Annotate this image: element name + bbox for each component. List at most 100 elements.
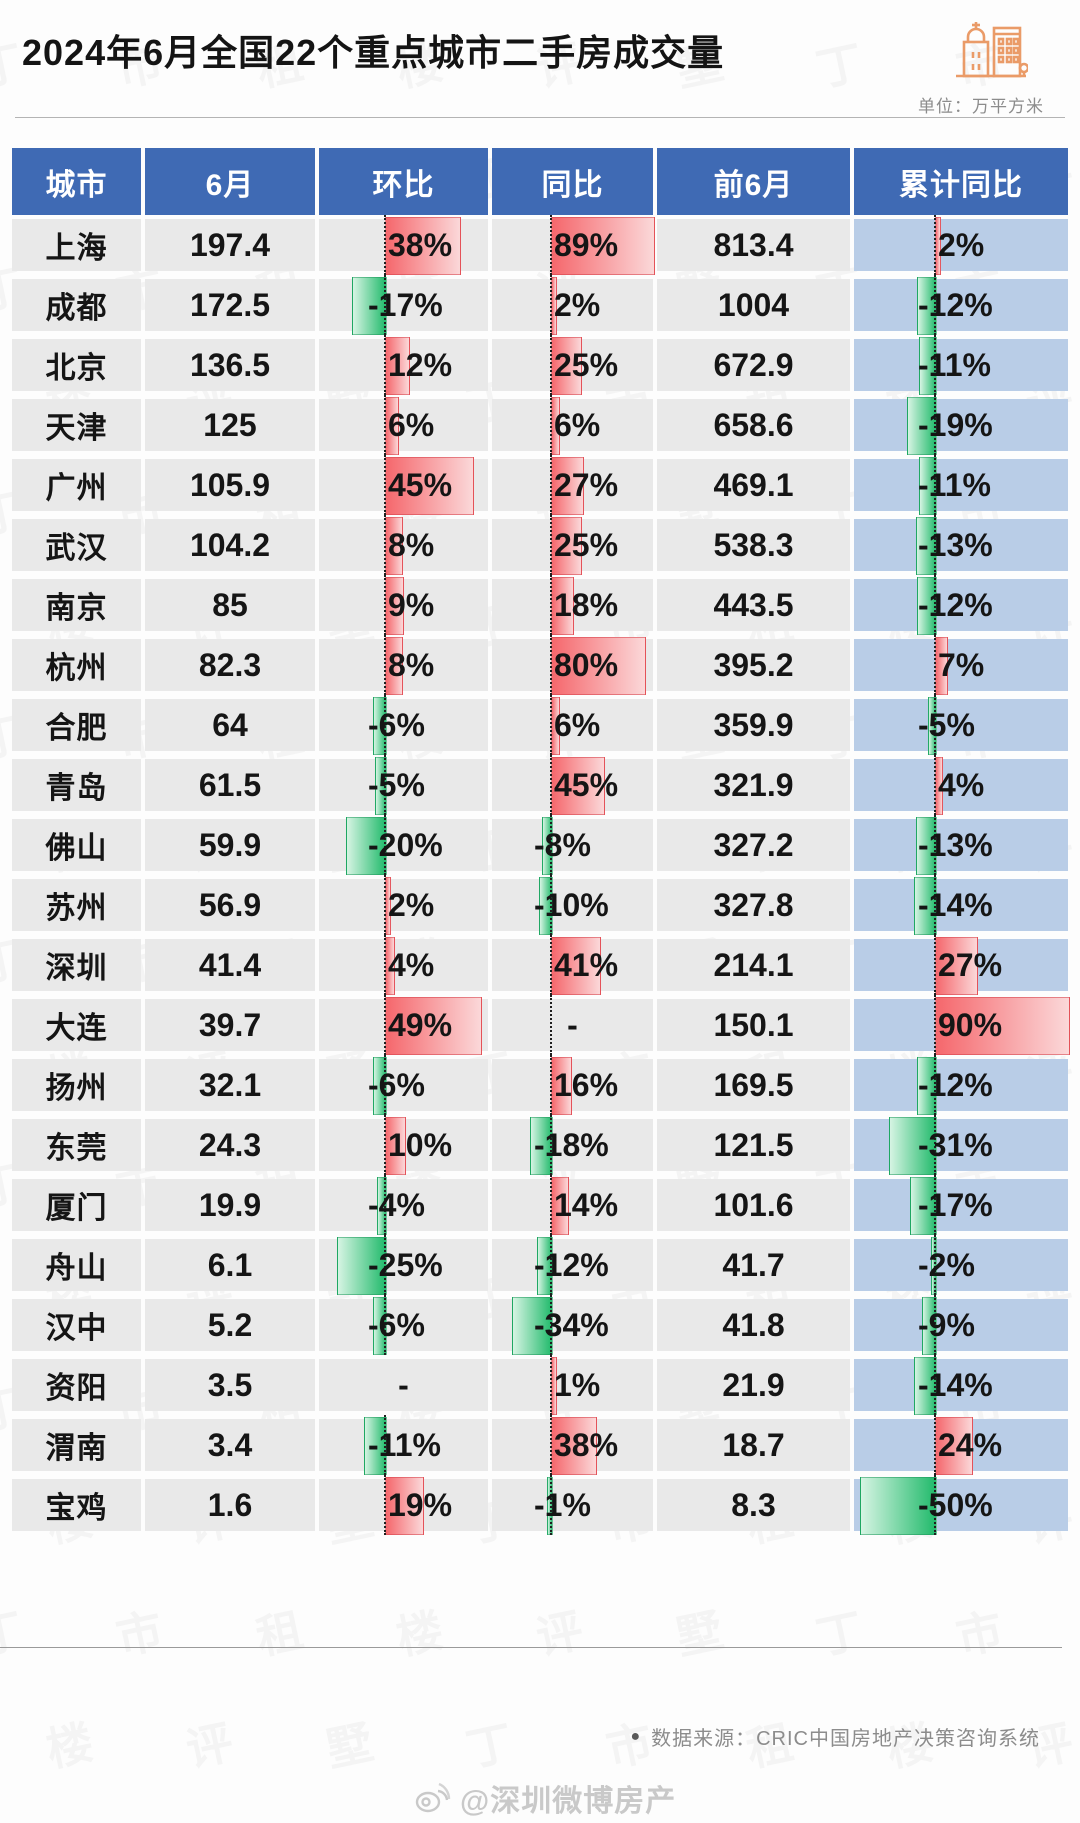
mom-value: -6% — [368, 1067, 425, 1103]
june-value: 105.9 — [189, 466, 271, 503]
cum-value: -13% — [918, 827, 993, 863]
header-cell-cum: 累计同比 — [852, 148, 1070, 215]
june-value: 41.4 — [198, 946, 262, 983]
table-row: 资阳 3.5 - 1% 21.9 -14% — [10, 1355, 1070, 1415]
table-row: 合肥 64 -6% 6% 359.9 -5% — [10, 695, 1070, 755]
yoy-value: -18% — [534, 1127, 609, 1163]
yoy-value: 41% — [554, 947, 619, 983]
table-row: 宝鸡 1.6 19% -1% 8.3 -50% — [10, 1475, 1070, 1535]
yoy-value: 80% — [554, 647, 619, 683]
cum-bar — [917, 1057, 937, 1115]
yoy-bar — [551, 1417, 598, 1475]
city-name: 大连 — [45, 1012, 108, 1045]
mom-value: 4% — [388, 947, 435, 983]
yoy-bar — [551, 217, 655, 275]
city-name: 北京 — [45, 352, 108, 385]
watermark-glyph: 评 — [530, 1594, 589, 1668]
cum-bar — [909, 1177, 937, 1235]
source-note-text: 数据来源：CRIC中国房地产决策咨询系统 — [651, 1728, 1040, 1750]
yoy-value: 38% — [554, 1427, 619, 1463]
first6-value: 41.8 — [722, 1306, 785, 1343]
cum-bar — [914, 1357, 937, 1415]
cum-bar — [915, 817, 937, 875]
cum-bar — [888, 1117, 937, 1175]
mom-value: 38% — [388, 227, 453, 263]
cum-value: -14% — [918, 887, 993, 923]
mom-bar — [373, 1297, 387, 1355]
yoy-value: -8% — [534, 827, 591, 863]
june-value: 172.5 — [189, 286, 271, 323]
june-value: 85 — [212, 586, 248, 623]
cum-value: 2% — [938, 227, 985, 263]
cum-value: 24% — [938, 1427, 1003, 1463]
yoy-value: - — [567, 1007, 578, 1043]
watermark-glyph: 楼 — [40, 1706, 99, 1780]
mom-value: 8% — [388, 527, 435, 563]
yoy-bar — [530, 1117, 553, 1175]
city-name: 天津 — [45, 412, 108, 445]
cum-bar — [906, 397, 937, 455]
yoy-value: 25% — [554, 347, 619, 383]
june-value: 32.1 — [198, 1066, 262, 1103]
june-value: 24.3 — [198, 1126, 262, 1163]
source-note: ● 数据来源：CRIC中国房地产决策咨询系统 — [630, 1722, 1040, 1751]
mom-bar — [385, 997, 483, 1055]
mom-bar — [385, 217, 461, 275]
june-value: 61.5 — [198, 766, 262, 803]
watermark-glyph: 市 — [950, 1594, 1009, 1668]
city-name: 舟山 — [45, 1252, 108, 1285]
first6-value: 1004 — [717, 286, 790, 323]
yoy-bar — [541, 817, 553, 875]
yoy-bar — [551, 637, 646, 695]
watermark-glyph: 丁 — [0, 1594, 28, 1668]
first6-value: 813.4 — [713, 226, 794, 263]
table-row: 东莞 24.3 10% -18% 121.5 -31% — [10, 1115, 1070, 1175]
mom-value: 19% — [388, 1487, 453, 1523]
mom-bar — [385, 457, 475, 515]
table-header: 城市 6月 环比 同比 前6月 累计同比 — [10, 148, 1070, 215]
city-name: 资阳 — [45, 1372, 108, 1405]
cum-value: -12% — [918, 587, 993, 623]
city-name: 厦门 — [45, 1192, 108, 1225]
yoy-value: 25% — [554, 527, 619, 563]
june-value: 125 — [203, 406, 257, 443]
city-name: 上海 — [45, 232, 108, 265]
city-name: 合肥 — [45, 712, 108, 745]
yoy-bar — [539, 877, 553, 935]
city-name: 杭州 — [45, 652, 108, 685]
table-row: 大连 39.7 49% - 150.1 90% — [10, 995, 1070, 1055]
june-value: 39.7 — [198, 1006, 262, 1043]
june-value: 64 — [212, 706, 248, 743]
mom-value: 10% — [388, 1127, 453, 1163]
weibo-watermark-text: @深圳微博房产 — [460, 1785, 677, 1818]
first6-value: 327.2 — [713, 826, 794, 863]
first6-value: 321.9 — [713, 766, 794, 803]
june-value: 19.9 — [198, 1186, 262, 1223]
mom-value: -17% — [368, 287, 443, 323]
cum-value: -19% — [918, 407, 993, 443]
june-value: 104.2 — [189, 526, 271, 563]
watermark-glyph: 墅 — [670, 1594, 729, 1668]
mom-bar — [385, 1477, 424, 1535]
june-value: 59.9 — [198, 826, 262, 863]
header-cell-mom: 环比 — [317, 148, 490, 215]
mom-bar — [375, 757, 387, 815]
cum-value: -2% — [918, 1247, 975, 1283]
city-name: 东莞 — [45, 1132, 108, 1165]
first6-value: 101.6 — [713, 1186, 794, 1223]
yoy-value: -34% — [534, 1307, 609, 1343]
first6-value: 658.6 — [713, 406, 794, 443]
mom-value: -6% — [368, 707, 425, 743]
yoy-bar — [551, 337, 582, 395]
first6-value: 469.1 — [713, 466, 794, 503]
watermark-glyph: 丁 — [810, 1594, 869, 1668]
mom-value: 49% — [388, 1007, 453, 1043]
first6-value: 443.5 — [713, 586, 794, 623]
june-value: 1.6 — [207, 1486, 253, 1523]
yoy-value: 1% — [554, 1367, 601, 1403]
page-title: 2024年6月全国22个重点城市二手房成交量 — [22, 32, 725, 73]
table-row: 青岛 61.5 -5% 45% 321.9 4% — [10, 755, 1070, 815]
cum-value: -13% — [918, 527, 993, 563]
june-value: 5.2 — [207, 1306, 253, 1343]
city-name: 宝鸡 — [45, 1492, 108, 1525]
